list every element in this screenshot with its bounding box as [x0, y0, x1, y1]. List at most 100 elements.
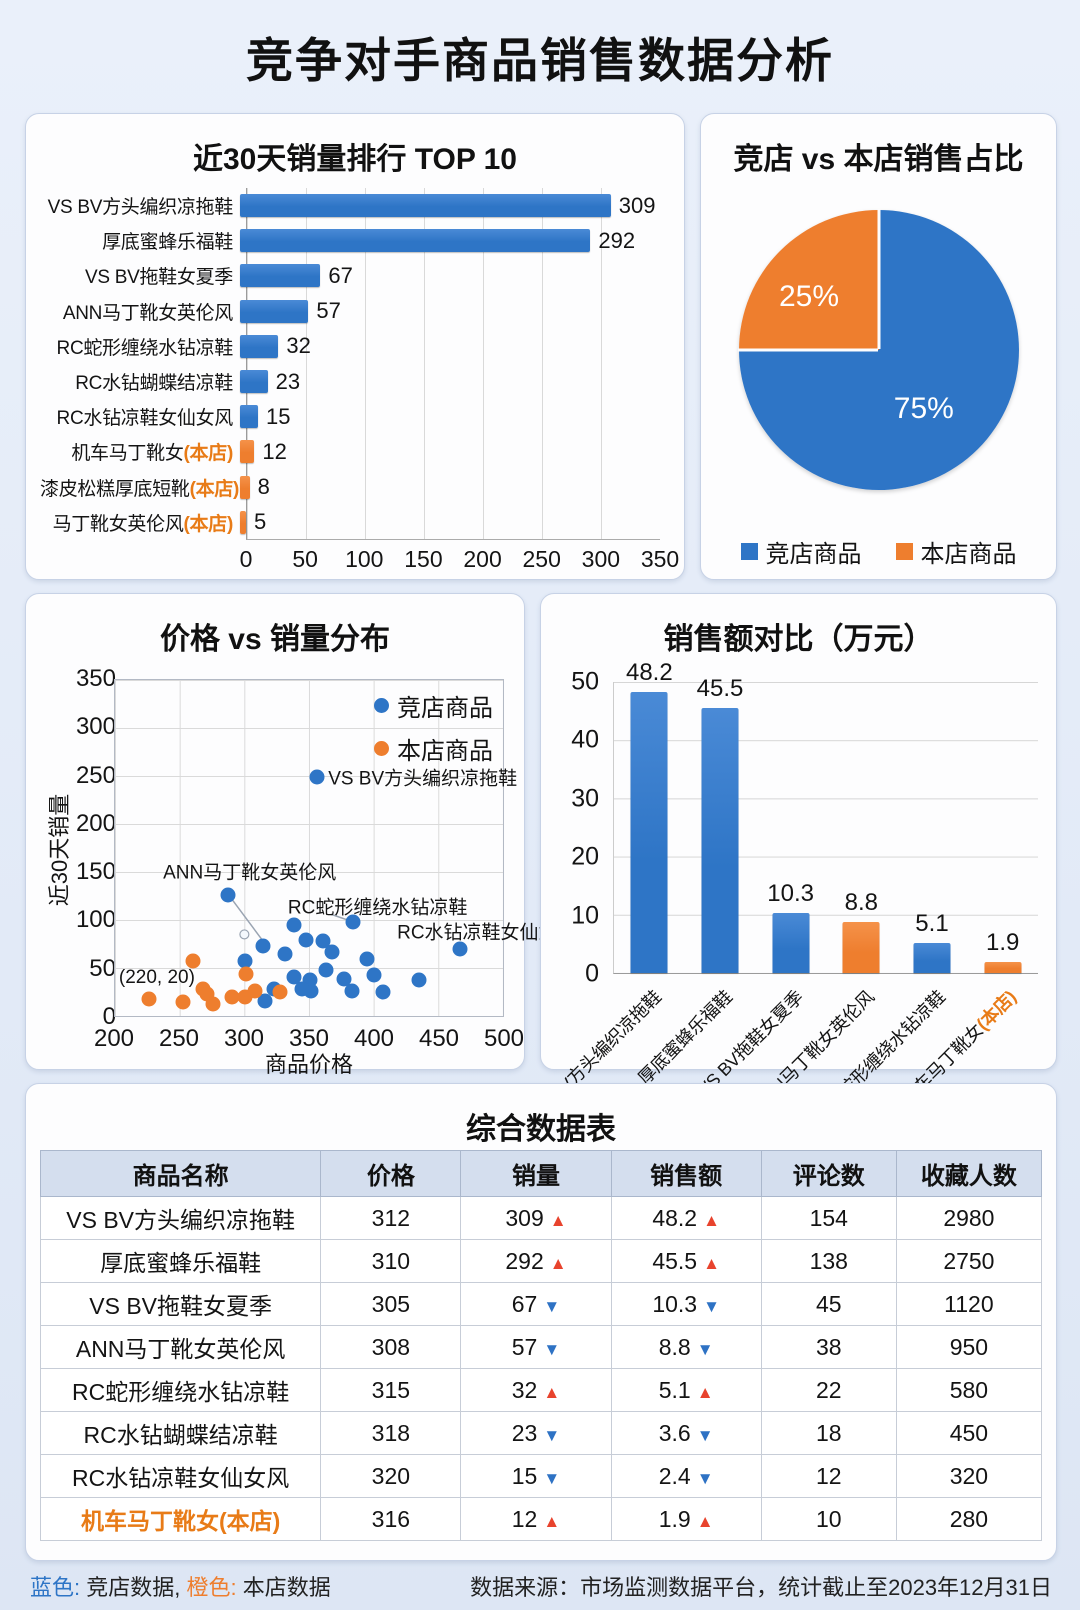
scatter-legend-competitor-label: 竞店商品 — [397, 695, 493, 722]
trend-up-icon: ▲ — [696, 1511, 714, 1531]
price-cell: 312 — [320, 1196, 462, 1240]
scatter-x-tick: 300 — [223, 1025, 265, 1052]
price-cell: 305 — [320, 1282, 462, 1326]
top10-bar-value: 67 — [328, 262, 353, 288]
top10-bar-value: 23 — [275, 368, 301, 394]
trend-down-icon: ▼ — [543, 1425, 561, 1445]
top10-bar — [240, 370, 268, 394]
favorites-cell: 580 — [895, 1368, 1043, 1412]
top10-bar-track: 67 — [240, 258, 660, 293]
trend-up-icon: ▲ — [543, 1382, 561, 1402]
top10-plot: VS BV方头编织凉拖鞋 309 厚底蜜蜂乐福鞋 292 VS BV拖鞋女夏季 67 ANN… — [40, 188, 660, 540]
scatter-y-tick: 250 — [75, 761, 116, 789]
product-name-cell: ANN马丁靴女英伦风 — [39, 1325, 322, 1369]
scatter-y-tick: 350 — [75, 665, 116, 692]
competitor-dot-icon — [374, 698, 389, 713]
scatter-annotation: VS BV方头编织凉拖鞋 — [328, 768, 518, 790]
pie-separator-horizontal — [738, 348, 878, 352]
top10-bar — [240, 440, 255, 464]
trend-up-icon: ▲ — [543, 1511, 561, 1531]
trend-up-icon: ▲ — [696, 1382, 714, 1402]
pie-graphic: 75% 25% — [738, 209, 1019, 490]
scatter-y-tick: 200 — [75, 809, 116, 837]
comments-cell: 10 — [760, 1497, 897, 1541]
top10-x-axis-ticks: 0 50 100 150 200 250 300 350 — [240, 546, 680, 572]
own-store-dot-icon — [374, 741, 389, 756]
category-label-text: (本店) — [183, 443, 234, 465]
revenue-cell: 45.5 ▲ — [610, 1239, 762, 1283]
scatter-point — [220, 887, 236, 903]
top10-x-tick: 50 — [292, 546, 318, 572]
scatter-annotation: RC水钻凉鞋女仙女风 — [397, 922, 577, 944]
scatter-y-tick: 50 — [89, 954, 116, 982]
revenue-bar-column: 1.9 — [967, 682, 1038, 973]
trend-up-icon: ▲ — [703, 1253, 720, 1273]
panel-top10-bar-chart: 近30天销量排行 TOP 10 VS BV方头编织凉拖鞋 309 厚底蜜蜂乐福鞋 29… — [25, 113, 685, 580]
scatter-point — [318, 962, 334, 978]
pie-legend-own: 本店商品 — [895, 534, 1017, 569]
top10-bar-track: 309 — [240, 188, 660, 223]
top10-bar-track: 8 — [240, 470, 660, 505]
footer-legend-text: 橙色: — [186, 1575, 237, 1600]
scatter-point — [175, 994, 191, 1010]
summary-table-header-cell: 收藏人数 — [895, 1150, 1043, 1197]
top10-bar-track: 12 — [240, 434, 660, 469]
top10-bar-row: VS BV拖鞋女夏季 67 — [40, 258, 660, 293]
price-cell: 308 — [320, 1325, 462, 1369]
trend-down-icon: ▼ — [543, 1468, 561, 1488]
price-cell: 315 — [320, 1368, 462, 1412]
revenue-bar-column: 10.3 — [755, 682, 826, 973]
table-row: RC水钻凉鞋女仙女风 320 15 ▼ 2.4 ▼ 12 320 — [39, 1454, 1043, 1498]
revenue-bar-value: 48.2 — [625, 659, 673, 687]
top10-bar-row: ANN马丁靴女英伦风 57 — [40, 294, 660, 329]
scatter-y-tick: 0 — [102, 1003, 116, 1030]
top10-category-label: VS BV方头编织凉拖鞋 — [47, 197, 234, 219]
table-row: VS BV方头编织凉拖鞋 312 309 ▲ 48.2 ▲ 154 2980 — [39, 1196, 1043, 1240]
scatter-x-tick: 200 — [93, 1025, 135, 1052]
favorites-cell: 320 — [895, 1454, 1043, 1498]
summary-table-header: 商品名称 价格 销量 销售额 评论数 收藏人数 — [39, 1150, 1043, 1197]
revenue-bar-column: 8.8 — [826, 682, 897, 973]
table-row: RC水钻蝴蝶结凉鞋 318 23 ▼ 3.6 ▼ 18 450 — [39, 1411, 1043, 1455]
scatter-point — [257, 993, 272, 1009]
top10-category-label: ANN马丁靴女英伦风 — [62, 302, 233, 324]
revenue-y-tick: 0 — [585, 959, 599, 988]
trend-down-icon: ▼ — [543, 1296, 561, 1316]
trend-down-icon: ▼ — [703, 1296, 720, 1316]
competitor-swatch-icon — [740, 543, 758, 560]
revenue-y-tick: 40 — [571, 725, 599, 754]
revenue-cell: 1.9 ▲ — [610, 1497, 762, 1541]
top10-bar-value: 292 — [598, 227, 636, 253]
scatter-plot-area: 竞店商品 本店商品 VS BV方头编织凉拖鞋 ANN马丁靴女英伦风 RC蛇形缠绕水钻… — [114, 679, 577, 1017]
revenue-chart-title: 销售额对比（万元） — [663, 623, 934, 656]
scatter-point — [411, 972, 427, 988]
scatter-legend-competitor: 竞店商品 — [374, 688, 493, 723]
top10-bar-row: 马丁靴女英伦风(本店) 5 — [40, 505, 660, 540]
scatter-x-axis-label: 商品价格 — [264, 1052, 353, 1077]
revenue-y-tick: 20 — [571, 842, 599, 871]
top10-category-label: 马丁靴女英伦风(本店) — [40, 509, 240, 536]
summary-table-header-cell: 商品名称 — [39, 1150, 322, 1197]
top10-bar-value: 5 — [253, 509, 267, 535]
top10-bar-row: 漆皮松糕厚底短靴(本店) 8 — [40, 470, 660, 505]
panel-share-pie-chart: 竞店 vs 本店销售占比 75% 25% 竞店商品 本店商品 — [700, 113, 1057, 580]
revenue-bar — [984, 961, 1022, 973]
top10-bar-value: 8 — [257, 474, 270, 500]
category-label-text: 机车马丁靴女 — [71, 443, 184, 465]
revenue-bar-value: 10.3 — [767, 880, 815, 908]
top10-bar-track: 23 — [240, 364, 660, 399]
trend-down-icon: ▼ — [696, 1468, 714, 1488]
scatter-point — [277, 946, 293, 962]
footer-legend-text: 本店数据 — [236, 1575, 331, 1600]
product-name-cell: VS BV拖鞋女夏季 — [39, 1282, 322, 1326]
summary-table-header-cell: 销售额 — [610, 1150, 762, 1197]
pie-separator-vertical — [877, 209, 881, 349]
top10-bar-value: 32 — [286, 333, 311, 359]
scatter-point — [185, 953, 201, 969]
top10-category-label: 漆皮松糕厚底短靴(本店) — [40, 474, 240, 501]
category-label-text: (本店) — [972, 986, 1020, 1035]
scatter-point — [238, 966, 254, 982]
scatter-point — [224, 989, 240, 1005]
scatter-legend-own-label: 本店商品 — [397, 738, 493, 765]
price-cell: 320 — [320, 1454, 462, 1498]
